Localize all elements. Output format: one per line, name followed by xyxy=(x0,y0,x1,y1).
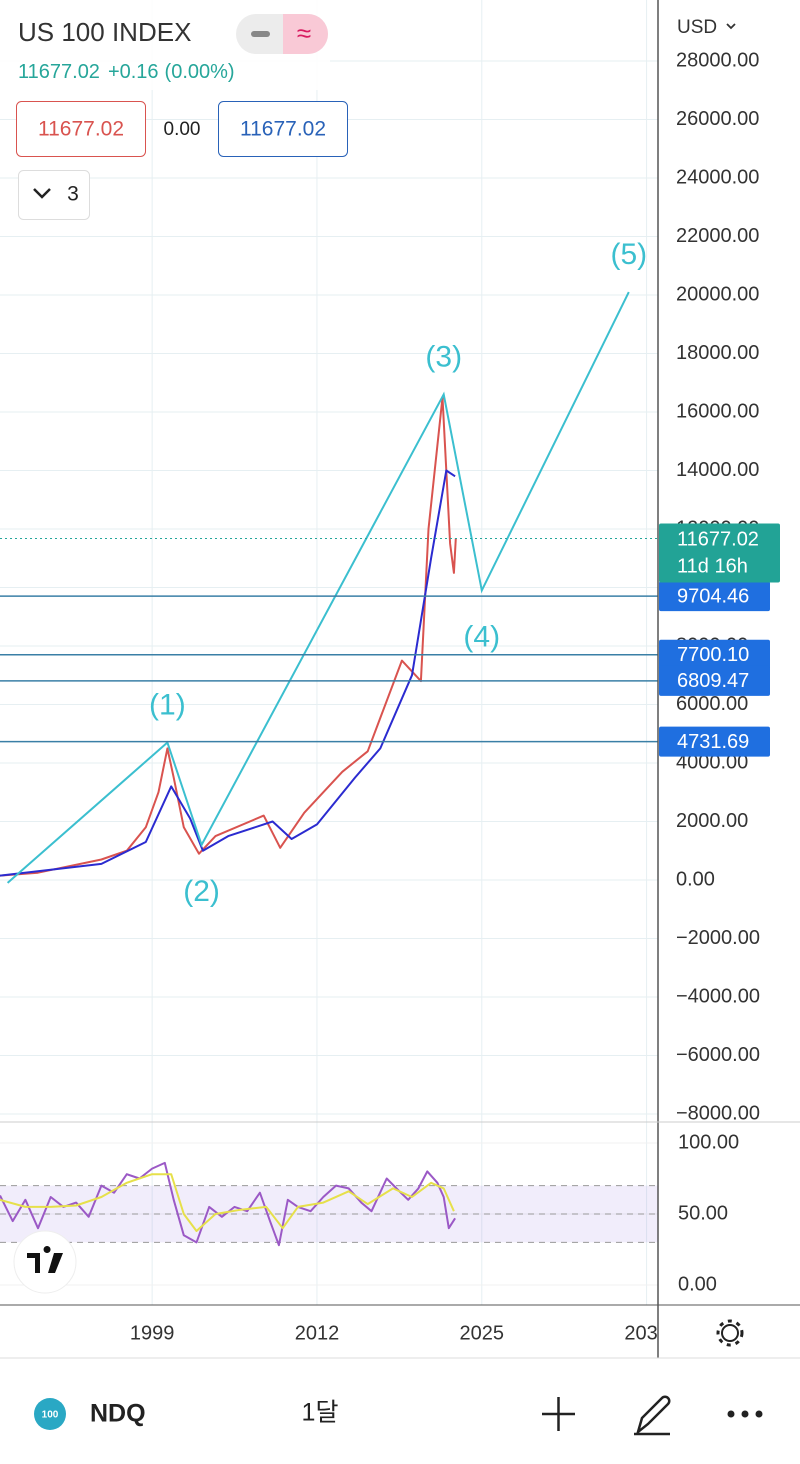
add-button[interactable] xyxy=(542,1397,575,1431)
x-tick-label: 2012 xyxy=(295,1322,340,1344)
y-tick-label: 0.00 xyxy=(676,868,715,890)
symbol-badge[interactable] xyxy=(34,1398,66,1430)
wave-label: (3) xyxy=(425,340,462,373)
y-tick-label: −6000.00 xyxy=(676,1044,760,1066)
display-toggle[interactable]: ≈ xyxy=(236,14,328,54)
series-line xyxy=(0,1173,455,1232)
indicator-box[interactable] xyxy=(18,170,90,220)
wave-label: (2) xyxy=(183,875,220,908)
diff-value: 0.00 xyxy=(164,119,201,140)
chevron[interactable] xyxy=(33,188,51,199)
price-tag xyxy=(659,726,770,757)
more-button[interactable] xyxy=(727,1410,763,1418)
symbol[interactable]: NDQ xyxy=(90,1400,146,1428)
series-line xyxy=(0,396,457,877)
y-tick-label: 22000.00 xyxy=(676,225,759,247)
series-line xyxy=(0,1161,456,1247)
y-tick-label: 24000.00 xyxy=(676,166,759,188)
y-tick-label: 6000.00 xyxy=(676,693,748,715)
quote-change: +0.16 xyxy=(108,61,159,83)
toggle-active[interactable] xyxy=(283,14,328,54)
wave-line xyxy=(6,291,630,884)
y-tick-label: 20000.00 xyxy=(676,283,759,305)
last-price-tag xyxy=(659,523,780,583)
close-value: 11677.02 xyxy=(240,118,326,141)
open-box xyxy=(16,101,146,157)
x-tick-label: 2038 xyxy=(624,1322,669,1344)
countdown: 11d 16h xyxy=(677,556,748,578)
price-tag-label: 7700.10 xyxy=(677,644,749,666)
settings[interactable] xyxy=(716,1319,744,1347)
wave-label: (4) xyxy=(463,620,500,653)
y-tick-label: 16000.00 xyxy=(676,400,759,422)
x-tick-label: 2025 xyxy=(460,1322,505,1344)
price-tag xyxy=(659,639,770,670)
y-tick-label: 14000.00 xyxy=(676,459,759,481)
y-tick-label: −4000.00 xyxy=(676,985,760,1007)
price-tag-label: 4731.69 xyxy=(677,731,749,753)
indicator-toggle[interactable]: 3 xyxy=(18,170,90,220)
y-tick-label: 18000.00 xyxy=(676,342,759,364)
indicator-count[interactable]: 3 xyxy=(67,183,79,206)
grid-layer xyxy=(0,0,658,1305)
wave-label: (5) xyxy=(611,238,648,271)
currency-select[interactable]: USD xyxy=(660,6,798,46)
quote-change-pct: (0.00%) xyxy=(165,61,235,83)
toggle-minus[interactable] xyxy=(251,31,270,37)
symbol-title: US 100 INDEX xyxy=(18,17,191,47)
rsi-band xyxy=(0,1185,658,1243)
close-box xyxy=(218,101,348,157)
quote-line: 11677.02 +0.16 (0.00%) xyxy=(18,61,235,83)
price-tag xyxy=(659,581,770,612)
y-tick-label: −2000.00 xyxy=(676,927,760,949)
dot[interactable] xyxy=(727,1410,735,1418)
price-tag xyxy=(659,665,770,696)
open-value: 11677.02 xyxy=(38,118,124,141)
price-tags: 9704.46 7700.10 6809.47 4731.69 11677.02 11d … xyxy=(659,523,780,757)
y-tick-label: 100.00 xyxy=(678,1131,739,1153)
draw-button[interactable] xyxy=(634,1395,671,1436)
y-tick-label: 28000.00 xyxy=(676,49,759,71)
y-tick-label: 4000.00 xyxy=(676,751,748,773)
price-tag-label: 6809.47 xyxy=(677,670,749,692)
x-tick-label: 1999 xyxy=(130,1322,175,1344)
y-tick-label: 0.00 xyxy=(678,1273,717,1295)
dot[interactable] xyxy=(741,1410,749,1418)
quote-price: 11677.02 xyxy=(18,61,100,83)
last-price-label: 11677.02 xyxy=(677,529,759,551)
symbol-badge-text[interactable]: 100 xyxy=(42,1410,59,1421)
dot[interactable] xyxy=(755,1410,763,1418)
toggle-wave[interactable]: ≈ xyxy=(297,18,311,48)
y-tick-label: 26000.00 xyxy=(676,108,759,130)
rsi-plot xyxy=(0,1161,658,1247)
series-line xyxy=(0,469,456,877)
y-tick-label: 2000.00 xyxy=(676,810,748,832)
price-tag-label: 9704.46 xyxy=(677,585,749,607)
wave-label: (1) xyxy=(149,688,186,721)
time-axis: 1999 2012 2025 2038 xyxy=(130,1322,669,1344)
y-tick-label: −8000.00 xyxy=(676,1102,760,1124)
gear-ring[interactable] xyxy=(721,1324,739,1342)
y-tick-label: 50.00 xyxy=(678,1202,728,1224)
currency-chevron[interactable] xyxy=(726,23,736,30)
currency[interactable]: USD xyxy=(677,17,717,38)
gear-teeth[interactable] xyxy=(716,1319,744,1347)
tv-logo-mark xyxy=(27,1246,63,1273)
interval[interactable]: 1달 xyxy=(302,1399,339,1427)
price-plot: (1) (2) (3) (4) (5) xyxy=(0,238,658,908)
tv-logo xyxy=(13,1230,77,1294)
